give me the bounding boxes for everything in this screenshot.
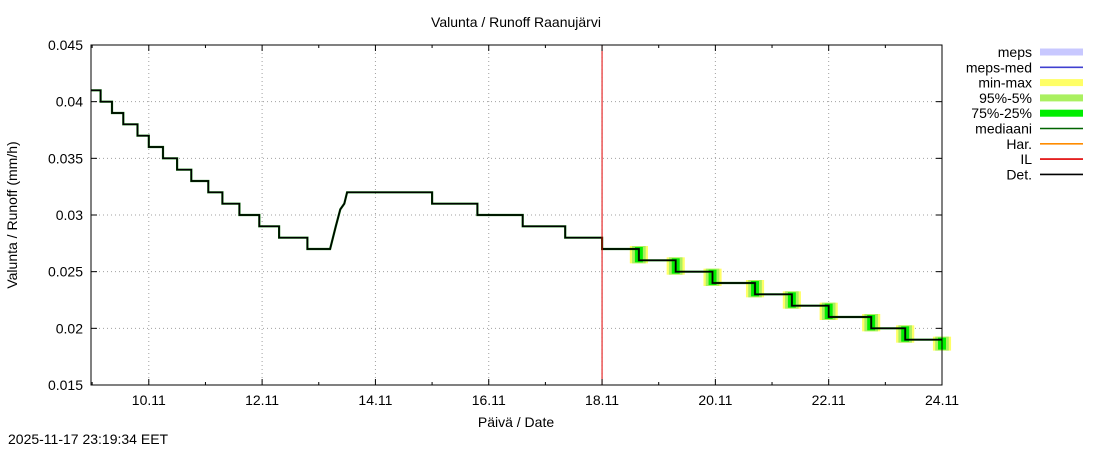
legend-swatch — [1040, 94, 1083, 102]
x-tick-label: 14.11 — [358, 392, 392, 408]
x-tick-label: 12.11 — [245, 392, 279, 408]
y-tick-label: 0.035 — [48, 150, 83, 166]
x-tick-label: 20.11 — [698, 392, 732, 408]
legend-label: 95%-5% — [979, 90, 1032, 106]
forecast-bands — [629, 246, 952, 351]
legend-swatch — [1040, 109, 1083, 117]
legend-label: IL — [1020, 151, 1032, 167]
legend-label: meps — [998, 44, 1032, 60]
legend-label: Har. — [1006, 136, 1032, 152]
y-axis-ticks: 0.015 0.02 0.025 0.03 0.035 0.04 0.045 — [48, 37, 942, 393]
y-tick-label: 0.025 — [48, 264, 83, 280]
x-tick-label: 10.11 — [132, 392, 166, 408]
series-lines — [91, 45, 942, 385]
x-tick-label: 22.11 — [812, 392, 846, 408]
legend-label: mediaani — [975, 121, 1032, 137]
chart-title: Valunta / Runoff Raanujärvi — [431, 14, 601, 30]
series-det-line — [91, 89, 942, 341]
legend: mepsmeps-medmin-max95%-5%75%-25%mediaani… — [966, 44, 1083, 182]
x-tick-label: 18.11 — [585, 392, 619, 408]
legend-label: meps-med — [966, 59, 1032, 75]
x-axis-label: Päivä / Date — [478, 414, 554, 430]
legend-label: min-max — [978, 75, 1032, 91]
y-tick-label: 0.04 — [56, 94, 83, 110]
x-tick-label: 16.11 — [472, 392, 506, 408]
y-tick-label: 0.02 — [56, 320, 83, 336]
y-tick-label: 0.045 — [48, 37, 83, 53]
timestamp: 2025-11-17 23:19:34 EET — [8, 431, 169, 447]
y-tick-label: 0.015 — [48, 377, 83, 393]
legend-swatch — [1040, 79, 1083, 87]
legend-label: Det. — [1006, 166, 1032, 182]
x-tick-label: 24.11 — [925, 392, 959, 408]
x-axis-ticks: 10.11 12.11 14.11 16.11 18.11 20.11 22.11 24.11 — [91, 45, 959, 408]
y-tick-label: 0.03 — [56, 207, 83, 223]
y-axis-label: Valunta / Runoff (mm/h) — [4, 141, 20, 288]
legend-swatch — [1040, 48, 1083, 56]
legend-label: 75%-25% — [971, 105, 1032, 121]
